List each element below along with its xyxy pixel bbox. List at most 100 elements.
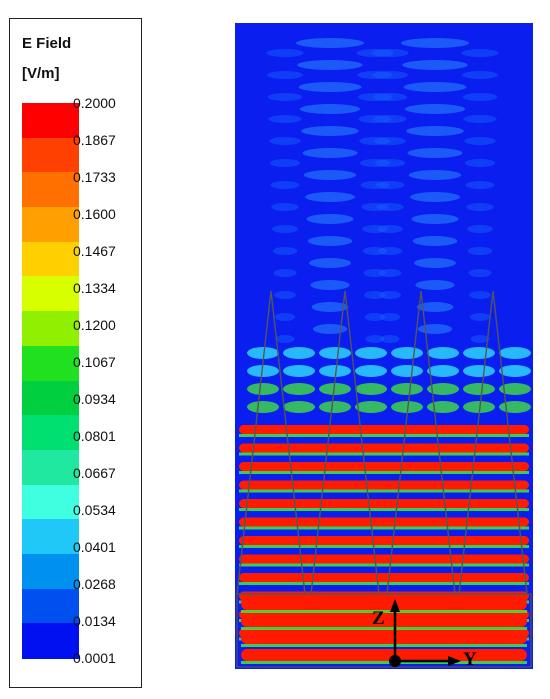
- field-blob: [361, 203, 389, 211]
- field-blob: [311, 302, 349, 312]
- field-blob: [414, 258, 456, 268]
- field-blob: [362, 247, 388, 255]
- field-blob: [247, 365, 279, 377]
- field-blob: [376, 203, 404, 211]
- field-blob: [272, 225, 298, 233]
- field-blob: [298, 82, 362, 92]
- legend-swatch: [22, 415, 79, 451]
- y-axis-label: Y: [463, 649, 477, 669]
- legend-swatch: [22, 623, 79, 659]
- origin-dot: [389, 655, 401, 667]
- field-blob: [362, 225, 388, 233]
- field-blob: [378, 269, 402, 277]
- warm-band: [239, 434, 529, 437]
- field-blob: [499, 365, 531, 377]
- legend-tick-label: 0.1733: [73, 169, 116, 185]
- field-blob: [377, 225, 403, 233]
- field-blob: [319, 401, 351, 413]
- legend-title: E Field: [22, 35, 72, 52]
- field-blob: [269, 159, 301, 167]
- base-band: [241, 615, 527, 627]
- e-field-plot: Z Y: [235, 23, 533, 669]
- z-arrow-head: [390, 599, 400, 612]
- legend-swatch: [22, 207, 79, 243]
- hot-band: [239, 462, 529, 471]
- field-blob: [274, 291, 296, 299]
- hot-band: [239, 443, 529, 453]
- field-blob: [391, 383, 423, 395]
- field-blob: [283, 365, 315, 377]
- field-blob: [283, 401, 315, 413]
- field-blob: [463, 115, 497, 123]
- legend-tick-label: 0.0801: [73, 428, 116, 444]
- field-blob: [427, 365, 459, 377]
- field-blob: [463, 383, 495, 395]
- field-blob: [358, 115, 392, 123]
- legend-swatch: [22, 311, 79, 347]
- warm-band: [239, 471, 529, 474]
- field-blob: [467, 247, 493, 255]
- field-blob: [374, 159, 406, 167]
- field-blob: [312, 324, 348, 334]
- field-blob: [271, 203, 299, 211]
- field-blob: [301, 126, 359, 136]
- field-blob: [463, 347, 495, 359]
- field-blob: [391, 401, 423, 413]
- legend-swatch: [22, 553, 79, 590]
- field-blob: [391, 365, 423, 377]
- field-blob: [461, 49, 499, 57]
- field-blob: [302, 148, 358, 158]
- field-blob: [266, 49, 304, 57]
- warm-band: [239, 582, 529, 585]
- base-block-outline: [236, 593, 532, 668]
- legend-tick-label: 0.0134: [73, 613, 116, 629]
- field-blob: [470, 335, 490, 343]
- field-blob: [283, 347, 315, 359]
- field-blob: [464, 137, 496, 145]
- legend-tick-label: 0.0934: [73, 391, 116, 407]
- warm-band: [239, 489, 529, 493]
- legend-swatch: [22, 137, 79, 173]
- field-blob: [427, 347, 459, 359]
- legend-swatch: [22, 172, 79, 208]
- field-blob: [355, 365, 387, 377]
- warm-band: [239, 452, 529, 456]
- field-blob: [307, 236, 353, 246]
- field-blob: [499, 401, 531, 413]
- field-blob: [355, 401, 387, 413]
- field-blob: [309, 258, 351, 268]
- legend-swatch: [22, 345, 79, 381]
- field-blob: [357, 93, 393, 101]
- base-band: [241, 632, 527, 644]
- color-legend: E Field [V/m] 0.2000 0.1867 0.1733 0.1600 0.…: [9, 18, 142, 688]
- legend-swatch: [22, 519, 79, 555]
- field-blob: [380, 335, 400, 343]
- field-blob: [356, 49, 394, 57]
- field-blob: [296, 38, 364, 48]
- field-blob: [270, 181, 300, 189]
- field-blob: [411, 214, 459, 224]
- field-blob: [374, 137, 406, 145]
- legend-tick-label: 0.2000: [73, 95, 116, 111]
- warm-band: [239, 563, 529, 567]
- field-blob: [417, 324, 453, 334]
- legend-swatch: [22, 103, 79, 139]
- hot-band: [239, 480, 529, 490]
- warm-band: [239, 526, 529, 530]
- field-blob: [404, 104, 466, 114]
- hot-band: [239, 425, 529, 434]
- field-blob: [363, 269, 387, 277]
- field-blob: [412, 236, 458, 246]
- base-gap: [241, 627, 527, 630]
- hot-band: [239, 499, 529, 508]
- legend-swatch: [22, 380, 79, 416]
- field-blob: [272, 247, 298, 255]
- field-blob: [427, 383, 459, 395]
- field-blob: [267, 71, 303, 79]
- field-blob: [462, 93, 498, 101]
- legend-tick-label: 0.0667: [73, 465, 116, 481]
- legend-swatch: [22, 484, 79, 520]
- field-blob: [306, 214, 354, 224]
- field-blob: [269, 137, 301, 145]
- base-gap: [241, 610, 527, 613]
